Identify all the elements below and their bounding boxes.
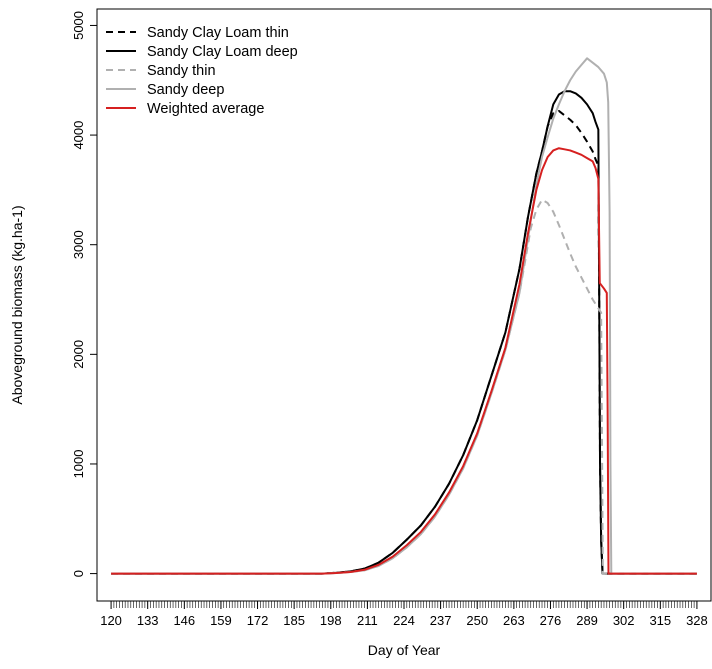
- x-tick-label: 263: [503, 613, 525, 628]
- x-tick-label: 289: [576, 613, 598, 628]
- x-tick-label: 172: [247, 613, 269, 628]
- legend-label: Sandy Clay Loam deep: [147, 44, 298, 60]
- legend-label: Sandy deep: [147, 82, 224, 98]
- y-tick-label: 0: [71, 570, 86, 577]
- series-lines: [111, 57, 697, 575]
- y-tick-label: 4000: [71, 121, 86, 150]
- y-tick-label: 2000: [71, 340, 86, 369]
- x-axis-title: Day of Year: [368, 642, 441, 658]
- x-tick-label: 328: [686, 613, 708, 628]
- x-tick-label: 302: [613, 613, 635, 628]
- x-tick-label: 276: [540, 613, 562, 628]
- legend: Sandy Clay Loam thin Sandy Clay Loam deep…: [106, 25, 298, 117]
- x-tick-label: 146: [173, 613, 195, 628]
- legend-label: Weighted average: [147, 101, 264, 117]
- x-tick-label: 159: [210, 613, 232, 628]
- axes: 0 1000 2000 3000 4000 5000 120 133 146 159 172 185 1…: [71, 8, 712, 628]
- x-tick-label: 211: [357, 613, 378, 628]
- y-tick-label: 5000: [71, 11, 86, 40]
- x-tick-label: 315: [649, 613, 671, 628]
- y-tick-label: 3000: [71, 230, 86, 259]
- x-tick-label: 237: [430, 613, 452, 628]
- legend-label: Sandy thin: [147, 63, 216, 79]
- x-tick-label: 198: [320, 613, 342, 628]
- series-line-2: [111, 90, 697, 575]
- x-tick-label: 120: [100, 613, 122, 628]
- y-axis-title: Aboveground biomass (kg.ha-1): [9, 205, 25, 404]
- legend-label: Sandy Clay Loam thin: [147, 25, 289, 41]
- series-line-4: [111, 57, 697, 575]
- x-tick-label: 133: [137, 613, 159, 628]
- x-tick-label: 250: [466, 613, 488, 628]
- series-line-5: [111, 147, 697, 575]
- y-tick-label: 1000: [71, 450, 86, 479]
- x-tick-label: 224: [393, 613, 415, 628]
- x-tick-label: 185: [283, 613, 305, 628]
